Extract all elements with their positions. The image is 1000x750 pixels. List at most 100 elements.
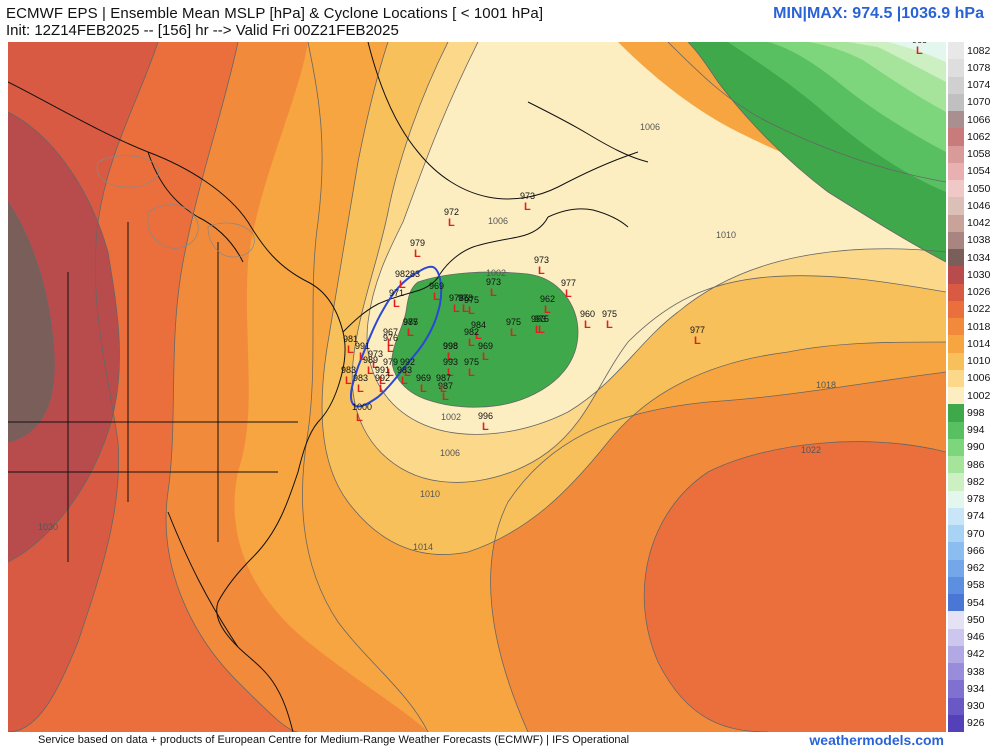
lake-outlines <box>96 155 255 258</box>
isobar-label: 1010 <box>716 230 736 240</box>
colorbar-swatch <box>948 525 964 543</box>
cyclone-pressure-label: 982 <box>464 327 479 337</box>
isobar-label: 1018 <box>816 380 836 390</box>
cyclone-pressure-label: 998 <box>443 341 458 351</box>
colorbar-swatch <box>948 197 964 215</box>
low-marker-icon: L <box>345 375 352 387</box>
colorbar-label: 1022 <box>967 303 991 316</box>
low-marker-icon: L <box>468 305 475 317</box>
colorbar-label: 1038 <box>967 234 991 247</box>
colorbar-label: 930 <box>967 700 985 713</box>
colorbar-label: 926 <box>967 717 985 730</box>
colorbar-swatch <box>948 180 964 198</box>
low-marker-icon: L <box>916 45 923 57</box>
init-valid-line: Init: 12Z14FEB2025 -- [156] hr --> Valid… <box>6 22 399 39</box>
low-marker-icon: L <box>462 303 469 315</box>
cyclone-pressure-label: 977 <box>561 278 576 288</box>
colorbar-swatch <box>948 42 964 60</box>
low-marker-icon: L <box>442 391 449 403</box>
cyclone-pressure-label: 975 <box>506 317 521 327</box>
colorbar-swatch <box>948 421 964 440</box>
cyclone-outline-1001 <box>349 265 443 408</box>
colorbar-swatch <box>948 145 964 164</box>
header: ECMWF EPS | Ensemble Mean MSLP [hPa] & C… <box>0 0 1000 42</box>
cyclone-pressure-label: 992 <box>375 373 390 383</box>
colorbar-label: 974 <box>967 510 985 523</box>
low-marker-icon: L <box>414 248 421 260</box>
brand-link[interactable]: weathermodels.com <box>809 732 944 748</box>
colorbar-label: 978 <box>967 493 985 506</box>
cyclone-pressure-label: 991 <box>355 341 370 351</box>
cyclone-pressure-label: 977 <box>690 325 705 335</box>
low-marker-icon: L <box>359 351 366 363</box>
colorbar-label: 1074 <box>967 79 991 92</box>
colorbar-label: 1010 <box>967 355 991 368</box>
low-marker-icon: L <box>606 319 613 331</box>
colorbar-label: 958 <box>967 579 985 592</box>
cyclone-pressure-label: 992 <box>400 357 415 367</box>
colorbar-swatch <box>948 283 964 302</box>
colorbar-label: 986 <box>967 458 985 471</box>
cyclone-pressure-label: 983 <box>353 373 368 383</box>
colorbar-label: 946 <box>967 631 985 644</box>
map-title: ECMWF EPS | Ensemble Mean MSLP [hPa] & C… <box>6 5 544 22</box>
coastlines <box>8 42 649 732</box>
cyclone-pressure-label: 969 <box>416 373 431 383</box>
colorbar-label: 938 <box>967 665 985 678</box>
cyclone-pressure-label: 975 <box>403 317 418 327</box>
pressure-colorbar: 1082 1078 1074 1070 1066 1062 1058 1054 1050 1046… <box>948 42 1000 733</box>
cyclone-pressure-label: 975 <box>464 295 479 305</box>
colorbar-swatch <box>948 576 964 595</box>
colorbar-label: 1006 <box>967 372 991 385</box>
cyclone-pressure-label: 984 <box>471 320 486 330</box>
cyclone-pressure-label: 991 <box>375 365 390 375</box>
colorbar-swatch <box>948 249 964 267</box>
cyclone-pressure-label: 973 <box>520 191 535 201</box>
colorbar-label: 982 <box>967 475 985 488</box>
data-credit: Service based on data + products of Euro… <box>38 734 630 746</box>
colorbar-label: 950 <box>967 613 985 626</box>
low-marker-icon: L <box>453 303 460 315</box>
colorbar-label: 1034 <box>967 251 991 264</box>
cyclone-pressure-label: 975 <box>464 357 479 367</box>
colorbar-swatch <box>948 628 964 647</box>
colorbar-swatch <box>948 266 964 284</box>
colorbar-swatch <box>948 335 964 353</box>
colorbar-swatch <box>948 456 964 474</box>
colorbar-label: 1078 <box>967 61 991 74</box>
low-marker-icon: L <box>538 324 545 336</box>
isobar-label: 1030 <box>38 522 58 532</box>
low-marker-icon: L <box>387 343 394 355</box>
colorbar-swatch <box>948 162 964 181</box>
cyclone-pressure-label: 983 <box>341 365 356 375</box>
low-marker-icon: L <box>420 383 427 395</box>
cyclone-pressure-label: 993 <box>443 357 458 367</box>
low-marker-icon: L <box>433 291 440 303</box>
colorbar-swatch <box>948 663 964 681</box>
band-978-ne <box>888 42 946 62</box>
low-marker-icon: L <box>379 383 386 395</box>
colorbar-label: 1042 <box>967 217 991 230</box>
colorbar-label: 1030 <box>967 268 991 281</box>
colorbar-label: 942 <box>967 648 985 661</box>
colorbar-swatch <box>948 438 964 457</box>
colorbar-label: 954 <box>967 596 985 609</box>
isobar-label: 1006 <box>440 448 460 458</box>
colorbar-label: 962 <box>967 562 985 575</box>
cyclone-pressure-label: 973 <box>534 255 549 265</box>
colorbar-label: 1046 <box>967 199 991 212</box>
band-998-low <box>392 272 578 408</box>
colorbar-label: 998 <box>967 406 985 419</box>
low-marker-icon: L <box>387 367 394 379</box>
low-marker-icon: L <box>510 327 517 339</box>
pressure-map[interactable]: 1006 1006 1002 1002 1006 1010 1010 1014 1018 1022… <box>8 42 946 732</box>
colorbar-label: 1002 <box>967 389 991 402</box>
low-marker-icon: L <box>372 359 379 371</box>
low-marker-icon: L <box>475 330 482 342</box>
band-1030-west <box>8 112 120 562</box>
cyclone-pressure-label: 981 <box>343 334 358 344</box>
contour-labels: 1006 1006 1002 1002 1006 1010 1010 1014 1018 1022… <box>38 122 836 552</box>
low-marker-icon: L <box>440 383 447 395</box>
colorbar-swatch <box>948 76 964 95</box>
band-1034-west <box>8 202 55 442</box>
